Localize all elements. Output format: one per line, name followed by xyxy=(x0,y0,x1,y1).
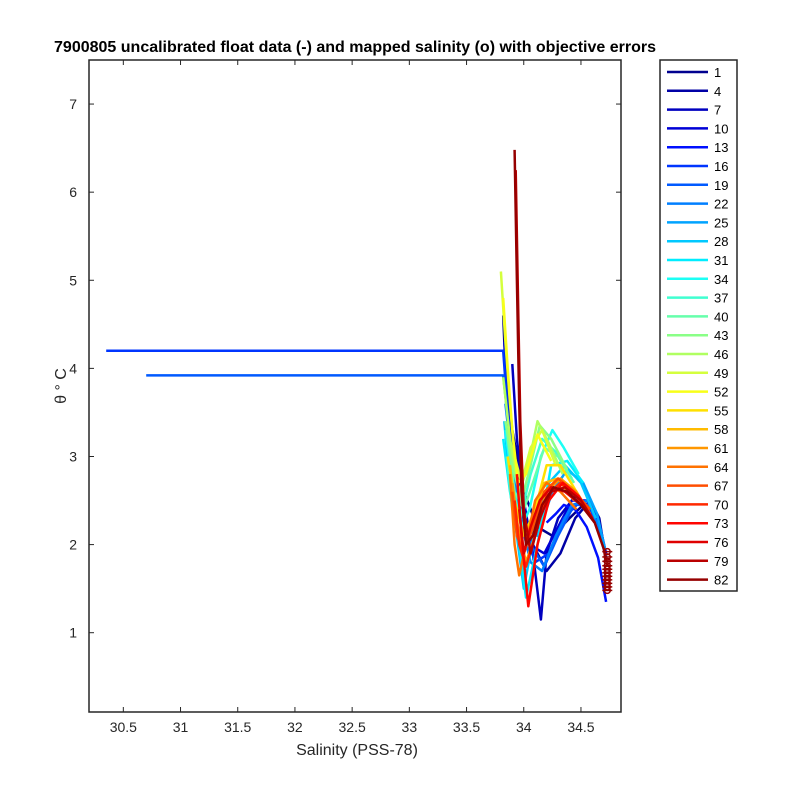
legend-label-7: 7 xyxy=(714,103,721,118)
x-tick-label: 34.5 xyxy=(567,719,594,735)
y-tick-label: 1 xyxy=(69,625,77,641)
legend-label-79: 79 xyxy=(714,554,728,569)
y-axis-title: θ ° C xyxy=(53,368,70,404)
series-line-82 xyxy=(513,149,608,563)
plot-frame xyxy=(88,59,622,713)
legend-label-43: 43 xyxy=(714,328,728,343)
legend-label-67: 67 xyxy=(714,479,728,494)
mapped-point xyxy=(603,586,612,595)
legend-label-64: 64 xyxy=(714,460,728,475)
y-axis: 1 2 3 4 5 6 7 xyxy=(69,96,621,641)
y-tick-label: 7 xyxy=(69,96,77,112)
legend-label-19: 19 xyxy=(714,178,728,193)
legend-label-16: 16 xyxy=(714,159,728,174)
y-tick-label: 5 xyxy=(69,272,77,288)
x-tick-label: 33 xyxy=(402,719,418,735)
legend-label-58: 58 xyxy=(714,422,728,437)
x-tick-label: 32.5 xyxy=(339,719,366,735)
x-axis: 30.5 31 31.5 32 32.5 33 33.5 34 34.5 xyxy=(110,60,595,735)
legend-label-52: 52 xyxy=(714,385,728,400)
legend-label-4: 4 xyxy=(714,84,721,99)
legend-label-34: 34 xyxy=(714,272,728,287)
y-tick-label: 6 xyxy=(69,184,77,200)
legend-label-61: 61 xyxy=(714,441,728,456)
legend-label-22: 22 xyxy=(714,197,728,212)
y-tick-label: 2 xyxy=(69,537,77,553)
legend-label-76: 76 xyxy=(714,535,728,550)
legend-label-25: 25 xyxy=(714,215,728,230)
legend-label-31: 31 xyxy=(714,253,728,268)
legend-label-40: 40 xyxy=(714,309,728,324)
x-tick-label: 31.5 xyxy=(224,719,251,735)
y-tick-label: 3 xyxy=(69,448,77,464)
x-tick-label: 31 xyxy=(173,719,189,735)
x-tick-label: 34 xyxy=(516,719,532,735)
legend-label-55: 55 xyxy=(714,403,728,418)
x-tick-label: 32 xyxy=(287,719,303,735)
x-tick-label: 30.5 xyxy=(110,719,137,735)
x-tick-label: 33.5 xyxy=(453,719,480,735)
legend-box xyxy=(659,59,738,592)
mapped-point xyxy=(603,557,612,566)
legend-label-10: 10 xyxy=(714,121,728,136)
y-tick-label: 4 xyxy=(69,360,77,376)
chart-title: 7900805 uncalibrated float data (-) and … xyxy=(54,39,656,56)
mapped-point xyxy=(603,553,612,561)
legend-label-49: 49 xyxy=(714,366,728,381)
legend-label-70: 70 xyxy=(714,497,728,512)
legend: 1 4 7 10 13 16 19 22 25 28 31 34 37 40 43 46 49 52 55 58 61 6… xyxy=(659,59,738,592)
legend-label-1: 1 xyxy=(714,65,721,80)
series-line-43 xyxy=(504,421,569,502)
legend-label-28: 28 xyxy=(714,234,728,249)
legend-label-46: 46 xyxy=(714,347,728,362)
x-axis-title: Salinity (PSS-78) xyxy=(296,742,418,759)
plot-area xyxy=(106,149,613,621)
legend-label-37: 37 xyxy=(714,291,728,306)
legend-label-13: 13 xyxy=(714,140,728,155)
legend-label-82: 82 xyxy=(714,573,728,588)
legend-label-73: 73 xyxy=(714,516,728,531)
